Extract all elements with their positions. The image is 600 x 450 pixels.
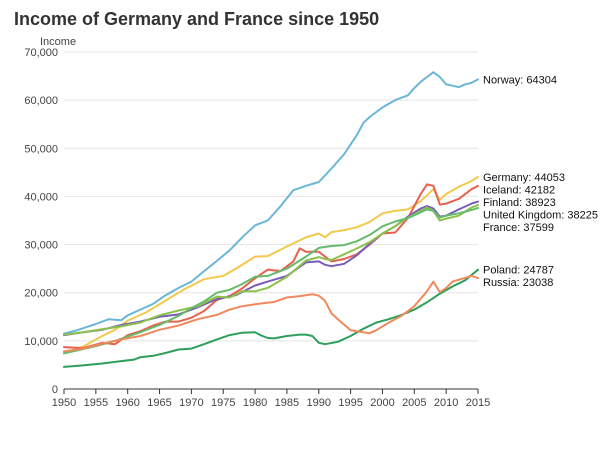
y-tick-label: 40,000 xyxy=(24,191,58,203)
end-label-iceland: Iceland: 42182 xyxy=(483,184,555,196)
chart-title: Income of Germany and France since 1950 xyxy=(14,9,380,29)
x-tick-label: 1960 xyxy=(115,397,139,409)
x-tick-label: 2005 xyxy=(402,397,426,409)
series-line-norway xyxy=(63,71,479,335)
y-axis-label: Income xyxy=(40,36,76,48)
end-label-finland: Finland: 38923 xyxy=(483,197,556,209)
series-line-russia xyxy=(63,274,479,353)
y-tick-label: 50,000 xyxy=(24,143,58,155)
y-tick-label: 20,000 xyxy=(24,288,58,300)
x-tick-label: 2000 xyxy=(370,397,394,409)
x-tick-label: 1980 xyxy=(243,397,267,409)
x-tick-label: 1975 xyxy=(211,397,235,409)
series-line-france xyxy=(63,207,479,355)
end-label-france: France: 37599 xyxy=(483,222,554,234)
grid-lines xyxy=(64,51,478,342)
x-tick-label: 1990 xyxy=(307,397,331,409)
series-line-poland xyxy=(63,268,479,368)
x-tick-label: 1995 xyxy=(338,397,362,409)
series-line-finland xyxy=(63,200,479,337)
end-label-germany: Germany: 44053 xyxy=(483,172,565,184)
end-label-norway: Norway: 64304 xyxy=(483,74,557,86)
x-tick-label: 2015 xyxy=(466,397,490,409)
series-line-iceland xyxy=(63,183,479,350)
x-tick-label: 1950 xyxy=(52,397,76,409)
y-tick-label: 30,000 xyxy=(24,240,58,252)
end-label-united-kingdom: United Kingdom: 38225 xyxy=(483,209,598,221)
axes: 0 10,000 20,000 30,000 40,000 50,000 60,000 70,… xyxy=(24,47,490,409)
end-label-poland: Poland: 24787 xyxy=(483,265,554,277)
x-tick-label: 1970 xyxy=(179,397,203,409)
y-tick-label: 60,000 xyxy=(24,95,58,107)
y-tick-label: 0 xyxy=(52,384,58,396)
x-tick-label: 2010 xyxy=(434,397,458,409)
series-line-germany xyxy=(63,175,479,354)
y-tick-label: 10,000 xyxy=(24,336,58,348)
series-lines xyxy=(63,71,479,368)
y-tick-label: 70,000 xyxy=(24,47,58,59)
x-tick-label: 1955 xyxy=(84,397,108,409)
x-tick-label: 1965 xyxy=(147,397,171,409)
x-tick-label: 1985 xyxy=(275,397,299,409)
end-label-russia: Russia: 23038 xyxy=(483,277,553,289)
